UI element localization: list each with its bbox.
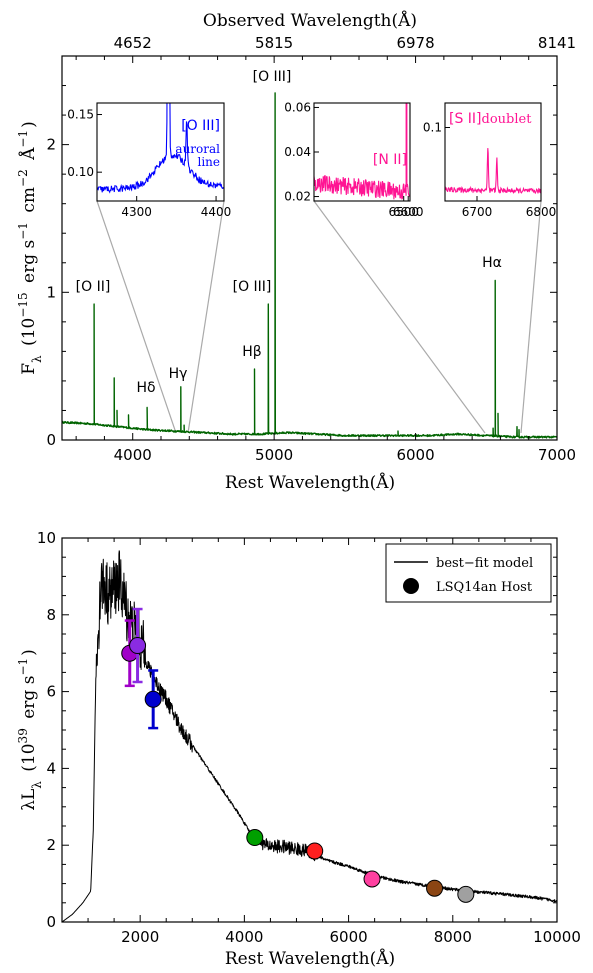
sed-y-label: λLλ (1039 erg s−1) (16, 649, 44, 811)
x-tick-label: 7000 (538, 446, 576, 464)
emission-line-label: Hβ (242, 344, 261, 360)
inset-x-tick-label: 6800 (526, 205, 557, 219)
y-tick-label: 0 (46, 913, 56, 931)
x-tick-label: 6000 (396, 446, 434, 464)
photometry-points (121, 607, 475, 903)
x2-tick-label: 4652 (114, 34, 152, 52)
inset-axis-ticks: 4300 4400 0.10 0.15 (67, 108, 231, 219)
x2-tick-label: 8141 (538, 34, 576, 52)
inset-y-tick-label: 0.04 (284, 145, 311, 159)
emission-line-label: [O II] (76, 279, 111, 295)
inset-y-tick-label: 0.15 (67, 108, 94, 122)
inset-label: [O III] (181, 118, 220, 134)
inset-spectrum-line (314, 103, 410, 200)
inset-y-tick-label: 0.02 (284, 190, 311, 204)
sed-legend: best−fit model LSQ14an Host (385, 543, 552, 603)
x2-tick-label: 5815 (255, 34, 293, 52)
inset-spectrum-line (97, 103, 224, 194)
inset-x-tick-label: 4300 (121, 205, 152, 219)
inset-x-tick-label: 6500 (388, 205, 419, 219)
y-tick-label: 4 (46, 759, 56, 777)
photometry-point (246, 829, 264, 847)
connector-line (96, 200, 177, 434)
emission-line-label: Hα (482, 255, 502, 271)
y-tick-label: 1 (46, 283, 56, 301)
x-tick-label: 4000 (225, 928, 263, 946)
emission-line-label: Hδ (136, 380, 155, 396)
x-tick-label: 5000 (255, 446, 293, 464)
photometry-point (457, 885, 475, 903)
legend-points-label: LSQ14an Host (436, 580, 533, 595)
x-tick-label: 10000 (533, 928, 581, 946)
x-tick-label: 6000 (329, 928, 367, 946)
connector-lines (96, 200, 542, 434)
photometry-point (426, 879, 444, 897)
inset-spectrum-line (445, 148, 541, 195)
inset-x-tick-label: 4400 (201, 205, 232, 219)
legend-points-swatch (403, 578, 419, 594)
emission-line-label: [O III] (253, 69, 292, 85)
y-tick-label: 0 (46, 431, 56, 449)
inset-note: line (197, 155, 220, 169)
y-tick-label: 2 (46, 136, 56, 154)
connector-line (187, 200, 225, 434)
inset-y-tick-label: 0.10 (67, 165, 94, 179)
sed-x-label: Rest Wavelength(Å) (225, 948, 395, 969)
svg-text:Fλ (10−15 erg: Fλ (10−15 erg s−1 cm−2 Å−1) (16, 121, 44, 375)
photometry-point (306, 842, 324, 860)
spectrum-axes-frame (61, 55, 558, 441)
connector-line (520, 200, 542, 434)
x-tick-label: 2000 (121, 928, 159, 946)
spectrum-panel: [O II] Hδ Hγ Hβ [O III] [O III] Hα 4000 5000 600… (16, 10, 576, 493)
inset-y-tick-label: 0.06 (284, 100, 311, 114)
y-tick-label: 6 (46, 683, 56, 701)
connector-line (313, 200, 486, 434)
y-tick-label: 10 (37, 529, 56, 547)
spectrum-y-label: Fλ (10−15 erg s−1 cm−2 Å−1) (16, 121, 44, 375)
legend-model-label: best−fit model (436, 556, 533, 571)
emission-line-label: [O III] (233, 279, 272, 295)
photometry-point (144, 690, 162, 708)
emission-line-labels: [O II] Hδ Hγ Hβ [O III] [O III] Hα (76, 69, 502, 396)
y-tick-label: 2 (46, 836, 56, 854)
spectrum-line (62, 92, 557, 439)
inset-y-tick-label: 0.1 (423, 121, 442, 135)
svg-text:λLλ (1039 erg: λLλ (1039 erg s−1) (16, 649, 44, 811)
x2-tick-label: 6978 (396, 34, 434, 52)
sed-axis-ticks: 2000 4000 6000 8000 10000 0 2 4 6 8 10 (37, 529, 581, 946)
inset-x-tick-label: 6700 (462, 205, 493, 219)
spectrum-x2-label: Observed Wavelength(Å) (203, 10, 417, 31)
sed-panel: 2000 4000 6000 8000 10000 0 2 4 6 8 10 Rest Wavele… (16, 529, 581, 969)
best-fit-model-line (62, 550, 557, 922)
spectrum-axis-ticks: 4000 5000 6000 7000 4652 5815 6978 8141 0 1 2 (46, 34, 576, 464)
x-tick-label: 4000 (114, 446, 152, 464)
inset-sii-doublet: 6700 6800 0.1 [S II]doublet (423, 102, 556, 220)
inset-oiii-auroral: 4300 4400 0.10 0.15 [O III] auroral line (67, 102, 231, 219)
spectrum-x-label: Rest Wavelength(Å) (225, 472, 395, 493)
inset-x-tick-label: 6600 (393, 205, 424, 219)
inset-note: auroral (175, 142, 220, 156)
y-tick-label: 8 (46, 606, 56, 624)
photometry-point (129, 637, 147, 655)
inset-axis-ticks: 6700 6800 0.1 (423, 121, 556, 220)
emission-line-label: Hγ (169, 366, 188, 382)
x-tick-label: 8000 (434, 928, 472, 946)
photometry-point (363, 870, 381, 888)
inset-label: [S II]doublet (449, 111, 532, 127)
inset-label: [N II] (373, 152, 407, 168)
